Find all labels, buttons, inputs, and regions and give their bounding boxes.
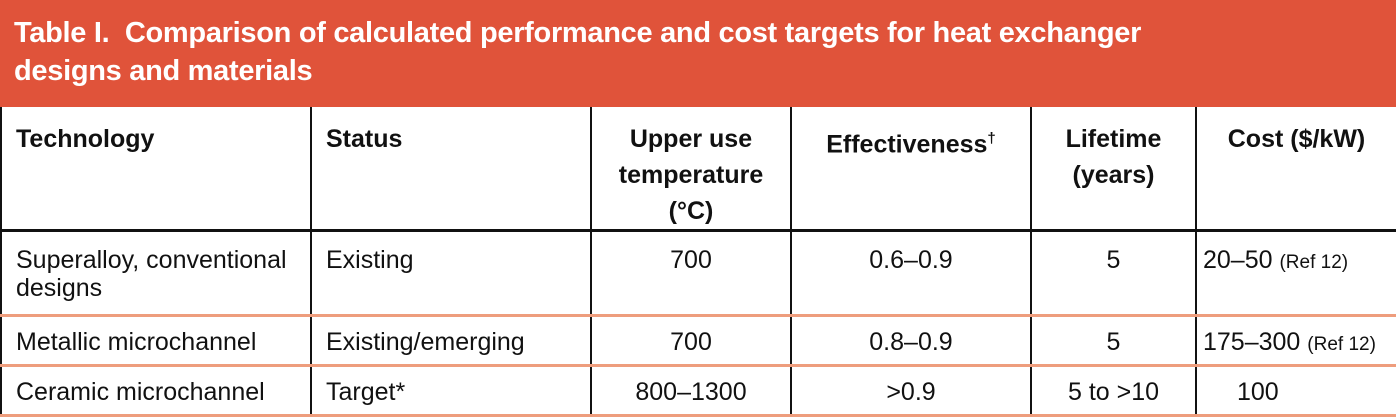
column-header-text: Upper use temperature (°C) — [618, 125, 764, 225]
cost-value: 175–300 — [1203, 328, 1301, 356]
column-header-text: Effectiveness — [826, 130, 988, 159]
table-cell: 5 — [1030, 230, 1197, 317]
table-cell: 0.8–0.9 — [790, 315, 1032, 367]
table-cell: 800–1300 — [590, 365, 792, 417]
cost-ref: (Ref 12) — [1279, 252, 1349, 273]
table-body: Superalloy, conventional designs Existing… — [0, 230, 1396, 417]
column-header: Lifetime (years) — [1030, 107, 1197, 232]
table-cell: Target* — [310, 365, 592, 417]
header-row: Technology Status Upper use temperature (°… — [0, 107, 1396, 232]
column-header: Upper use temperature (°C) — [590, 107, 792, 232]
table-row: Ceramic microchannel Target* 800–1300 >0.9 5… — [0, 365, 1396, 417]
table-cell: 0.6–0.9 — [790, 230, 1032, 317]
column-header: Technology — [0, 107, 312, 232]
table-row: Metallic microchannel Existing/emerging 70… — [0, 315, 1396, 367]
table-cell: Superalloy, conventional designs — [0, 230, 312, 317]
cost-value: 20–50 — [1203, 246, 1273, 274]
column-header: Cost ($/kW) — [1195, 107, 1396, 232]
table-cell: Existing — [310, 230, 592, 317]
table-cell: 5 to >10 — [1030, 365, 1197, 417]
cost-value: 100 — [1237, 378, 1279, 406]
table-cell: 700 — [590, 315, 792, 367]
table-row: Superalloy, conventional designs Existing… — [0, 230, 1396, 317]
column-header: Effectiveness† — [790, 107, 1032, 232]
table-cell: 700 — [590, 230, 792, 317]
table-cell: Metallic microchannel — [0, 315, 312, 367]
cost-cell: 175–300 (Ref 12) — [1195, 315, 1396, 367]
table: Technology Status Upper use temperature (°… — [0, 107, 1396, 417]
cost-cell: 100 — [1195, 365, 1396, 417]
table-cell: 5 — [1030, 315, 1197, 367]
footnote-mark: † — [987, 130, 996, 147]
table-cell: Existing/emerging — [310, 315, 592, 367]
table-cell: Ceramic microchannel — [0, 365, 312, 417]
column-header-text: Lifetime (years) — [1065, 125, 1162, 189]
column-header-text: Technology — [16, 125, 155, 153]
column-header-text: Cost ($/kW) — [1227, 125, 1366, 153]
table-title: Table I. Comparison of calculated perfor… — [0, 0, 1396, 107]
table-cell: >0.9 — [790, 365, 1032, 417]
cost-cell: 20–50 (Ref 12) — [1195, 230, 1396, 317]
column-header-text: Status — [326, 125, 403, 153]
column-header: Status — [310, 107, 592, 232]
cost-ref: (Ref 12) — [1307, 334, 1376, 355]
